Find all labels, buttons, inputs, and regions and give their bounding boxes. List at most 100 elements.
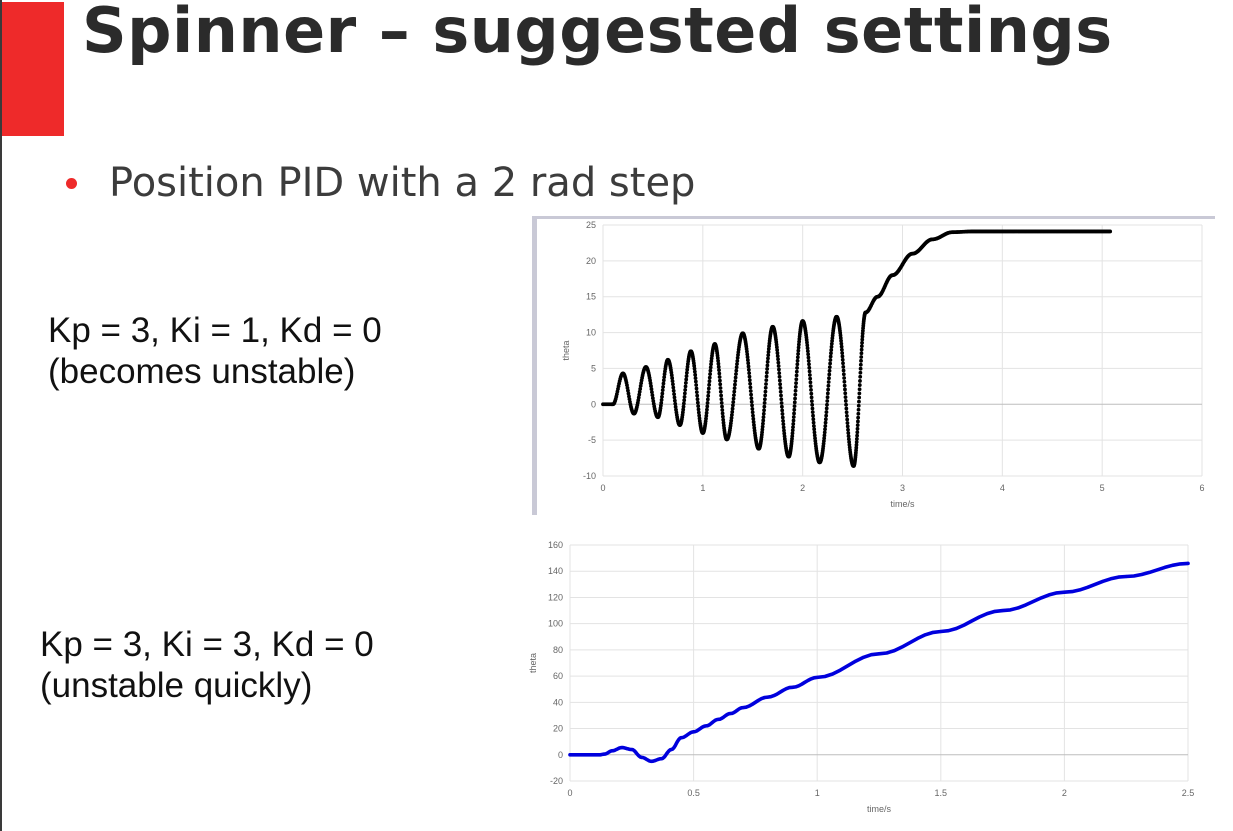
- chart-1-point-710: [842, 383, 847, 388]
- chart-1-point-541: [795, 362, 800, 367]
- chart-1-point-207: [693, 379, 698, 384]
- chart-1-point-602: [812, 427, 817, 432]
- chart-1-point-723: [846, 431, 851, 435]
- chart-1-point-480: [778, 389, 783, 394]
- chart-1-point-663: [829, 344, 834, 349]
- chart-1-point-763: [856, 419, 860, 424]
- chart-1-point-323: [730, 406, 735, 411]
- chart-1-point-171: [681, 401, 686, 406]
- chart-1-point-589: [808, 380, 813, 385]
- chart-1-point-721: [845, 424, 850, 429]
- chart-2-point-17: [790, 685, 795, 689]
- chart-1-point-697: [839, 338, 843, 343]
- chart-1-point-523: [790, 428, 795, 433]
- chart-1-point-649: [825, 395, 830, 400]
- chart-1-point-145: [672, 395, 677, 400]
- chart-1-point-722: [846, 427, 850, 432]
- chart-1-point-380: [749, 396, 754, 401]
- chart-1-point-240: [704, 410, 709, 415]
- chart-1-point-434: [765, 363, 770, 368]
- chart-1-point-141: [671, 382, 675, 387]
- chart-1-point-336: [735, 362, 739, 366]
- chart-1-point-334: [734, 368, 739, 373]
- chart-1-point-172: [682, 398, 687, 403]
- chart-1-point-765: [856, 411, 861, 416]
- chart-2-xtick-label-1: 0.5: [687, 788, 700, 798]
- chart-1-point-762: [855, 423, 860, 428]
- chart-1-point-528: [792, 411, 796, 416]
- chart-1-point-604: [812, 433, 817, 438]
- chart-1-point-641: [823, 424, 828, 428]
- chart-1-point-214: [696, 404, 701, 408]
- chart-1-point-139: [670, 376, 675, 380]
- chart-1-point-709: [842, 379, 847, 384]
- chart-1-point-779: [859, 355, 864, 359]
- chart-1-point-711: [843, 387, 847, 392]
- chart-2-point-14: [729, 711, 733, 716]
- chart-1-point-180: [684, 370, 689, 375]
- chart-1-x-axis-label: time/s: [890, 499, 915, 509]
- chart-2-ytick-label-5: 80: [553, 645, 563, 655]
- chart-2-ytick-label-2: 20: [553, 724, 563, 734]
- chart-1-point-249: [707, 379, 712, 384]
- chart-1-point-521: [790, 434, 795, 438]
- chart-1-point-321: [729, 413, 734, 417]
- chart-1-point-241: [705, 407, 709, 412]
- chart-1-point-421: [761, 411, 766, 416]
- chart-2-point-22: [1062, 590, 1066, 594]
- chart-1-point-593: [809, 395, 814, 400]
- chart-1-point-251: [708, 372, 712, 376]
- chart-1-point-170: [681, 404, 686, 409]
- chart-1-point-778: [859, 358, 863, 363]
- chart-1-point-537: [794, 377, 799, 382]
- chart-1-point-432: [764, 370, 769, 375]
- chart-1-ytick-label-2: 0: [591, 399, 596, 409]
- chart-1-point-420: [761, 415, 766, 420]
- chart-1-point-381: [749, 399, 754, 404]
- chart-2-point-23: [1124, 574, 1128, 579]
- chart-1-point-373: [747, 371, 752, 376]
- chart-1-point-645: [824, 410, 829, 414]
- chart-1-point-758: [854, 437, 859, 441]
- chart-1-point-599: [811, 417, 816, 422]
- chart-2-ytick-label-8: 140: [548, 566, 563, 576]
- chart-1-point-202: [692, 363, 697, 368]
- chart-1-point-205: [693, 372, 698, 377]
- chart-1-point-144: [672, 392, 676, 397]
- chart-1-point-247: [706, 386, 711, 391]
- chart-1-point-598: [811, 413, 815, 418]
- chart-1-point-244: [705, 397, 710, 402]
- chart-1-point-114: [660, 388, 665, 393]
- chart-1-point-487: [780, 415, 785, 420]
- chart-1-point-292: [720, 411, 725, 416]
- chart-1-point-328: [732, 389, 737, 394]
- chart-2-ytick-label-7: 120: [548, 592, 563, 602]
- chart-1-point-543: [795, 355, 800, 360]
- chart-1-point-648: [825, 399, 830, 403]
- chart-1-point-527: [791, 415, 796, 419]
- chart-1-point-243: [705, 401, 710, 405]
- chart-1-point-385: [751, 413, 755, 418]
- chart-1-point-322: [730, 409, 735, 414]
- chart-2-point-5: [630, 747, 634, 752]
- chart-1-point-583: [806, 358, 811, 363]
- chart-1-point-468: [775, 348, 780, 352]
- chart-1-point-525: [791, 421, 796, 426]
- chart-1-point-383: [750, 406, 755, 411]
- chart-1-ytick-label-5: 15: [586, 292, 596, 302]
- chart-1-point-295: [721, 420, 726, 425]
- chart-1-point-280: [717, 368, 721, 372]
- chart-1-point-770: [857, 391, 862, 396]
- chart-2-series-line: [568, 561, 1190, 764]
- chart-1-point-64: [638, 384, 643, 388]
- chart-1-point-700: [839, 347, 844, 352]
- chart-1-point-597: [810, 410, 815, 415]
- chart-1-point-705: [841, 364, 846, 369]
- chart-1-point-592: [809, 391, 814, 396]
- chart-1-point-643: [823, 417, 828, 422]
- chart-1-point-111: [659, 397, 664, 402]
- chart-1-point-209: [694, 386, 699, 391]
- chart-1-point-424: [762, 401, 767, 405]
- chart-1-point-38: [626, 388, 630, 393]
- chart-1-point-208: [694, 383, 699, 387]
